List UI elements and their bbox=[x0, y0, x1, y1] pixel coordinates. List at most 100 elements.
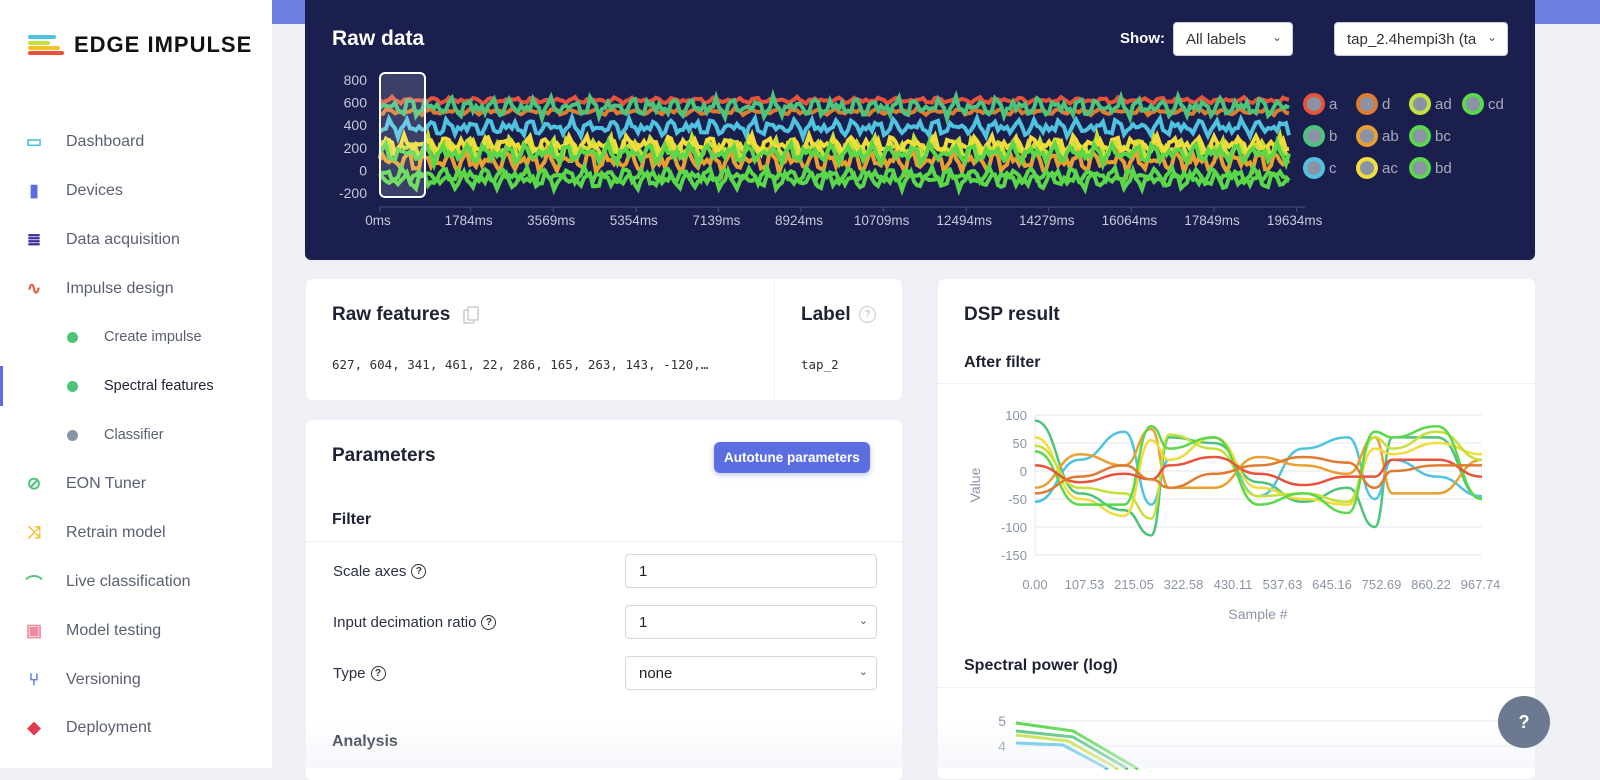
chevron-down-icon: ⌄ bbox=[858, 615, 868, 627]
chevron-down-icon: ⌄ bbox=[858, 666, 868, 678]
x-tick-label: 12494ms bbox=[936, 213, 992, 228]
copy-icon[interactable] bbox=[463, 306, 479, 324]
legend-item-ab[interactable]: ab bbox=[1356, 125, 1399, 147]
field-value: 1 bbox=[639, 563, 648, 580]
legend-item-ac[interactable]: ac bbox=[1356, 157, 1398, 179]
bezier-icon: ⌒ bbox=[25, 574, 43, 594]
series-line-b bbox=[378, 88, 1290, 126]
sidebar-subitem-classifier[interactable]: Classifier bbox=[0, 415, 272, 455]
dsp-result-card: DSP result After filter 100 50 0 -50 -100 -15… bbox=[938, 279, 1535, 779]
legend-item-c[interactable]: c bbox=[1303, 157, 1337, 179]
legend-item-d[interactable]: d bbox=[1356, 93, 1390, 115]
field-value: 1 bbox=[639, 614, 648, 631]
sample-select[interactable]: tap_2.4hempi3h (ta ⌄ bbox=[1334, 22, 1508, 56]
status-dot-icon bbox=[67, 429, 78, 441]
x-tick-label: 3569ms bbox=[527, 213, 575, 228]
after-filter-heading: After filter bbox=[964, 354, 1041, 371]
y-tick-label: -50 bbox=[1008, 492, 1027, 507]
legend-label: a bbox=[1329, 95, 1338, 113]
status-dot-icon bbox=[67, 380, 78, 392]
x-tick-label: 0ms bbox=[365, 213, 391, 228]
x-tick-label: 645.16 bbox=[1312, 577, 1352, 592]
series-line bbox=[1034, 455, 1482, 495]
type-select[interactable]: none ⌄ bbox=[625, 656, 877, 690]
sidebar-item-data-acquisition[interactable]: ≣ Data acquisition bbox=[0, 220, 272, 260]
parameters-card: Parameters Autotune parameters Filter Sc… bbox=[306, 420, 902, 780]
x-tick-label: 7139ms bbox=[692, 213, 740, 228]
raw-features-title: Raw features bbox=[332, 304, 451, 325]
branch-icon: ⑂ bbox=[28, 670, 40, 689]
raw-data-chart[interactable]: 800 600 400 200 0 -200 0ms 1784ms 3569ms 5354ms 71… bbox=[305, 0, 1535, 260]
sidebar-item-label: Live classification bbox=[66, 573, 191, 590]
spectral-power-chart[interactable]: 54 bbox=[938, 699, 1535, 779]
sidebar-item-model-testing[interactable]: ▣ Model testing bbox=[0, 611, 272, 651]
sidebar-item-eon-tuner[interactable]: ⊘ EON Tuner bbox=[0, 464, 272, 504]
help-icon[interactable]: ? bbox=[859, 306, 876, 323]
y-tick-label: 4 bbox=[998, 738, 1006, 754]
window-selector[interactable] bbox=[379, 72, 426, 198]
legend-marker bbox=[1303, 157, 1325, 179]
sidebar-item-label: Data acquisition bbox=[66, 231, 180, 248]
help-icon[interactable]: ? bbox=[411, 564, 427, 579]
sidebar-item-impulse-design[interactable]: ∿ Impulse design bbox=[0, 269, 272, 309]
legend-item-ad[interactable]: ad bbox=[1409, 93, 1452, 115]
legend-marker bbox=[1356, 125, 1378, 147]
input-decimation-ratio-select[interactable]: 1 ⌄ bbox=[625, 605, 877, 639]
compass-icon: ⊘ bbox=[26, 474, 42, 493]
raw-features-values: 627, 604, 341, 461, 22, 286, 165, 263, 1… bbox=[332, 357, 709, 372]
sidebar-item-label: Devices bbox=[66, 182, 123, 199]
field-label-text: Scale axes bbox=[333, 563, 407, 580]
legend-marker bbox=[1409, 93, 1431, 115]
sidebar-item-dashboard[interactable]: ▭ Dashboard bbox=[0, 122, 272, 162]
divider bbox=[774, 279, 775, 400]
status-dot-icon bbox=[67, 331, 78, 343]
series-line-cd bbox=[378, 160, 1291, 190]
y-tick-label: 0 bbox=[1020, 464, 1027, 479]
sidebar-item-devices[interactable]: ▮ Devices bbox=[0, 171, 272, 211]
series-line-c bbox=[378, 111, 1291, 145]
sidebar-item-versioning[interactable]: ⑂ Versioning bbox=[0, 660, 272, 700]
y-tick-label: 5 bbox=[998, 713, 1006, 729]
legend-item-cd[interactable]: cd bbox=[1462, 93, 1504, 115]
legend-marker bbox=[1462, 93, 1484, 115]
sidebar-item-live-classification[interactable]: ⌒ Live classification bbox=[0, 562, 272, 602]
legend-marker bbox=[1303, 125, 1325, 147]
field-label-text: Input decimation ratio bbox=[333, 614, 477, 631]
series-line-bc bbox=[378, 135, 1291, 172]
clipboard-check-icon: ▣ bbox=[25, 621, 43, 640]
y-tick-label: 50 bbox=[1013, 436, 1027, 451]
legend-label: bc bbox=[1435, 127, 1451, 145]
after-filter-chart[interactable]: 100 50 0 -50 -100 -150 0.00 107.53 215.05 322.58 4… bbox=[938, 389, 1535, 739]
sidebar-item-label: Retrain model bbox=[66, 524, 166, 541]
help-icon[interactable]: ? bbox=[481, 615, 497, 630]
sidebar-item-retrain-model[interactable]: ⤨ Retrain model bbox=[0, 513, 272, 553]
scale-axes-input[interactable]: 1 bbox=[625, 554, 877, 588]
x-tick-label: 107.53 bbox=[1065, 577, 1105, 592]
database-icon: ≣ bbox=[26, 230, 42, 249]
sidebar-subitem-create-impulse[interactable]: Create impulse bbox=[0, 317, 272, 357]
analysis-heading: Analysis bbox=[332, 733, 398, 750]
help-button[interactable]: ? bbox=[1498, 696, 1550, 748]
field-value: none bbox=[639, 665, 673, 682]
divider bbox=[938, 383, 1535, 384]
help-icon[interactable]: ? bbox=[370, 666, 386, 681]
legend-item-b[interactable]: b bbox=[1303, 125, 1337, 147]
x-tick-label: 19634ms bbox=[1267, 213, 1323, 228]
autotune-parameters-button[interactable]: Autotune parameters bbox=[714, 442, 870, 473]
field-label-text: Type bbox=[333, 665, 366, 682]
x-tick-label: 1784ms bbox=[445, 213, 493, 228]
raw-features-card: Raw features 627, 604, 341, 461, 22, 286… bbox=[306, 279, 902, 400]
logo[interactable]: EDGE IMPULSE bbox=[28, 32, 252, 58]
x-tick-label: 16064ms bbox=[1102, 213, 1158, 228]
sidebar-subitem-spectral-features[interactable]: Spectral features bbox=[0, 366, 272, 406]
type-label: Type? bbox=[333, 665, 386, 682]
label-filter-select[interactable]: All labels ⌄ bbox=[1173, 22, 1293, 56]
series-line bbox=[1034, 430, 1483, 520]
edge-impulse-logo-icon bbox=[28, 35, 64, 55]
shuffle-icon: ⤨ bbox=[27, 523, 41, 542]
legend-item-bc[interactable]: bc bbox=[1409, 125, 1451, 147]
legend-item-bd[interactable]: bd bbox=[1409, 157, 1452, 179]
spectral-power-heading: Spectral power (log) bbox=[964, 657, 1118, 674]
sidebar-item-deployment[interactable]: ◆ Deployment bbox=[0, 708, 272, 748]
legend-item-a[interactable]: a bbox=[1303, 93, 1337, 115]
